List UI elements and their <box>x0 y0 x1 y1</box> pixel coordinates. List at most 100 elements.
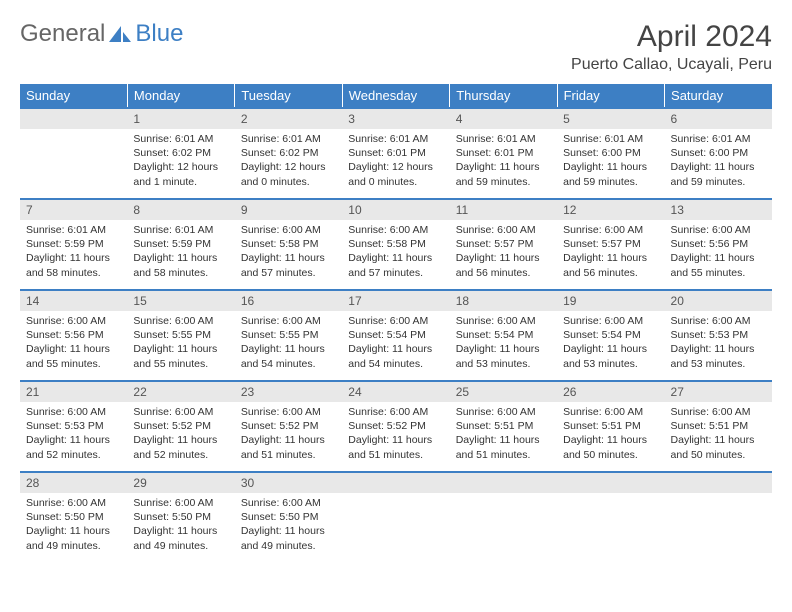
daylight-text: Daylight: 11 hours and 56 minutes. <box>456 251 551 279</box>
daylight-text: Daylight: 11 hours and 51 minutes. <box>456 433 551 461</box>
day-cell: Sunrise: 6:01 AMSunset: 5:59 PMDaylight:… <box>127 220 234 290</box>
day-cell: Sunrise: 6:00 AMSunset: 5:50 PMDaylight:… <box>127 493 234 562</box>
day-header: Tuesday <box>235 84 342 108</box>
day-cell: Sunrise: 6:00 AMSunset: 5:50 PMDaylight:… <box>235 493 342 562</box>
sunrise-text: Sunrise: 6:00 AM <box>133 314 228 328</box>
sunset-text: Sunset: 5:50 PM <box>133 510 228 524</box>
daylight-text: Daylight: 12 hours and 1 minute. <box>133 160 228 188</box>
sunset-text: Sunset: 5:50 PM <box>26 510 121 524</box>
date-number: 27 <box>665 381 772 402</box>
sunset-text: Sunset: 5:59 PM <box>133 237 228 251</box>
day-cell: Sunrise: 6:00 AMSunset: 5:51 PMDaylight:… <box>450 402 557 472</box>
logo-word1: General <box>20 20 105 48</box>
daylight-text: Daylight: 11 hours and 53 minutes. <box>671 342 766 370</box>
daylight-text: Daylight: 12 hours and 0 minutes. <box>241 160 336 188</box>
date-number: 28 <box>20 472 127 493</box>
day-cell: Sunrise: 6:00 AMSunset: 5:57 PMDaylight:… <box>557 220 664 290</box>
sunset-text: Sunset: 5:55 PM <box>241 328 336 342</box>
date-number: 14 <box>20 290 127 311</box>
day-cell <box>665 493 772 562</box>
date-number: 21 <box>20 381 127 402</box>
sunrise-text: Sunrise: 6:01 AM <box>456 132 551 146</box>
day-cell: Sunrise: 6:00 AMSunset: 5:51 PMDaylight:… <box>665 402 772 472</box>
day-cell: Sunrise: 6:00 AMSunset: 5:53 PMDaylight:… <box>20 402 127 472</box>
daylight-text: Daylight: 11 hours and 52 minutes. <box>133 433 228 461</box>
sunrise-text: Sunrise: 6:01 AM <box>133 223 228 237</box>
sunset-text: Sunset: 5:51 PM <box>563 419 658 433</box>
day-cell <box>342 493 449 562</box>
sunset-text: Sunset: 6:01 PM <box>456 146 551 160</box>
daylight-text: Daylight: 11 hours and 59 minutes. <box>456 160 551 188</box>
daylight-text: Daylight: 11 hours and 51 minutes. <box>348 433 443 461</box>
date-number-row: 14151617181920 <box>20 290 772 311</box>
date-number <box>20 108 127 129</box>
header: General Blue April 2024 Puerto Callao, U… <box>20 20 772 74</box>
day-cell: Sunrise: 6:00 AMSunset: 5:58 PMDaylight:… <box>342 220 449 290</box>
date-number <box>557 472 664 493</box>
day-header: Wednesday <box>342 84 449 108</box>
date-number: 3 <box>342 108 449 129</box>
sunrise-text: Sunrise: 6:00 AM <box>26 405 121 419</box>
day-header-row: SundayMondayTuesdayWednesdayThursdayFrid… <box>20 84 772 108</box>
date-number: 29 <box>127 472 234 493</box>
sunset-text: Sunset: 5:50 PM <box>241 510 336 524</box>
daylight-text: Daylight: 11 hours and 58 minutes. <box>26 251 121 279</box>
title-block: April 2024 Puerto Callao, Ucayali, Peru <box>571 20 772 74</box>
date-number-row: 78910111213 <box>20 199 772 220</box>
day-cell: Sunrise: 6:00 AMSunset: 5:57 PMDaylight:… <box>450 220 557 290</box>
day-cell: Sunrise: 6:01 AMSunset: 6:02 PMDaylight:… <box>127 129 234 199</box>
sunrise-text: Sunrise: 6:01 AM <box>133 132 228 146</box>
day-header: Sunday <box>20 84 127 108</box>
daylight-text: Daylight: 11 hours and 56 minutes. <box>563 251 658 279</box>
daylight-text: Daylight: 11 hours and 54 minutes. <box>241 342 336 370</box>
sunset-text: Sunset: 5:56 PM <box>26 328 121 342</box>
day-header: Friday <box>557 84 664 108</box>
sunrise-text: Sunrise: 6:01 AM <box>563 132 658 146</box>
day-cell: Sunrise: 6:00 AMSunset: 5:53 PMDaylight:… <box>665 311 772 381</box>
day-cell: Sunrise: 6:00 AMSunset: 5:52 PMDaylight:… <box>342 402 449 472</box>
day-header: Thursday <box>450 84 557 108</box>
sunrise-text: Sunrise: 6:00 AM <box>563 223 658 237</box>
day-cell: Sunrise: 6:01 AMSunset: 5:59 PMDaylight:… <box>20 220 127 290</box>
sunrise-text: Sunrise: 6:00 AM <box>563 314 658 328</box>
date-number-row: 123456 <box>20 108 772 129</box>
date-number: 2 <box>235 108 342 129</box>
data-row: Sunrise: 6:01 AMSunset: 5:59 PMDaylight:… <box>20 220 772 290</box>
sunset-text: Sunset: 5:58 PM <box>348 237 443 251</box>
day-cell <box>450 493 557 562</box>
daylight-text: Daylight: 11 hours and 49 minutes. <box>133 524 228 552</box>
date-number <box>342 472 449 493</box>
date-number: 10 <box>342 199 449 220</box>
daylight-text: Daylight: 11 hours and 59 minutes. <box>563 160 658 188</box>
sunset-text: Sunset: 5:53 PM <box>26 419 121 433</box>
day-cell <box>557 493 664 562</box>
daylight-text: Daylight: 11 hours and 49 minutes. <box>241 524 336 552</box>
daylight-text: Daylight: 11 hours and 59 minutes. <box>671 160 766 188</box>
day-header: Saturday <box>665 84 772 108</box>
data-row: Sunrise: 6:00 AM Sunset: 5:56 PM Daylight:… <box>20 311 772 381</box>
sunset-text: Sunset: 5:55 PM <box>133 328 228 342</box>
daylight-text: Daylight: 12 hours and 0 minutes. <box>348 160 443 188</box>
date-number: 16 <box>235 290 342 311</box>
day-cell: Sunrise: 6:01 AMSunset: 6:01 PMDaylight:… <box>450 129 557 199</box>
sunrise-text: Sunrise: 6:00 AM <box>241 314 336 328</box>
date-number: 9 <box>235 199 342 220</box>
sunset-text: Sunset: 5:57 PM <box>563 237 658 251</box>
date-number: 1 <box>127 108 234 129</box>
daylight-text: Daylight: 11 hours and 55 minutes. <box>671 251 766 279</box>
sunrise-text: Sunrise: 6:00 AM <box>671 314 766 328</box>
sunrise-text: Sunrise: 6:00 AM <box>563 405 658 419</box>
sunrise-text: Sunrise: 6:01 AM <box>348 132 443 146</box>
daylight-text: Daylight: 11 hours and 55 minutes. <box>133 342 228 370</box>
date-number: 5 <box>557 108 664 129</box>
daylight-text: Daylight: 11 hours and 57 minutes. <box>348 251 443 279</box>
day-cell: Sunrise: 6:00 AMSunset: 5:52 PMDaylight:… <box>235 402 342 472</box>
sunrise-text: Sunrise: 6:00 AM <box>671 405 766 419</box>
sunset-text: Sunset: 5:51 PM <box>456 419 551 433</box>
date-number: 6 <box>665 108 772 129</box>
sunset-text: Sunset: 6:00 PM <box>563 146 658 160</box>
sunset-text: Sunset: 6:02 PM <box>241 146 336 160</box>
sunrise-text: Sunrise: 6:00 AM <box>348 314 443 328</box>
sunrise-text: Sunrise: 6:00 AM <box>671 223 766 237</box>
daylight-text: Daylight: 11 hours and 58 minutes. <box>133 251 228 279</box>
